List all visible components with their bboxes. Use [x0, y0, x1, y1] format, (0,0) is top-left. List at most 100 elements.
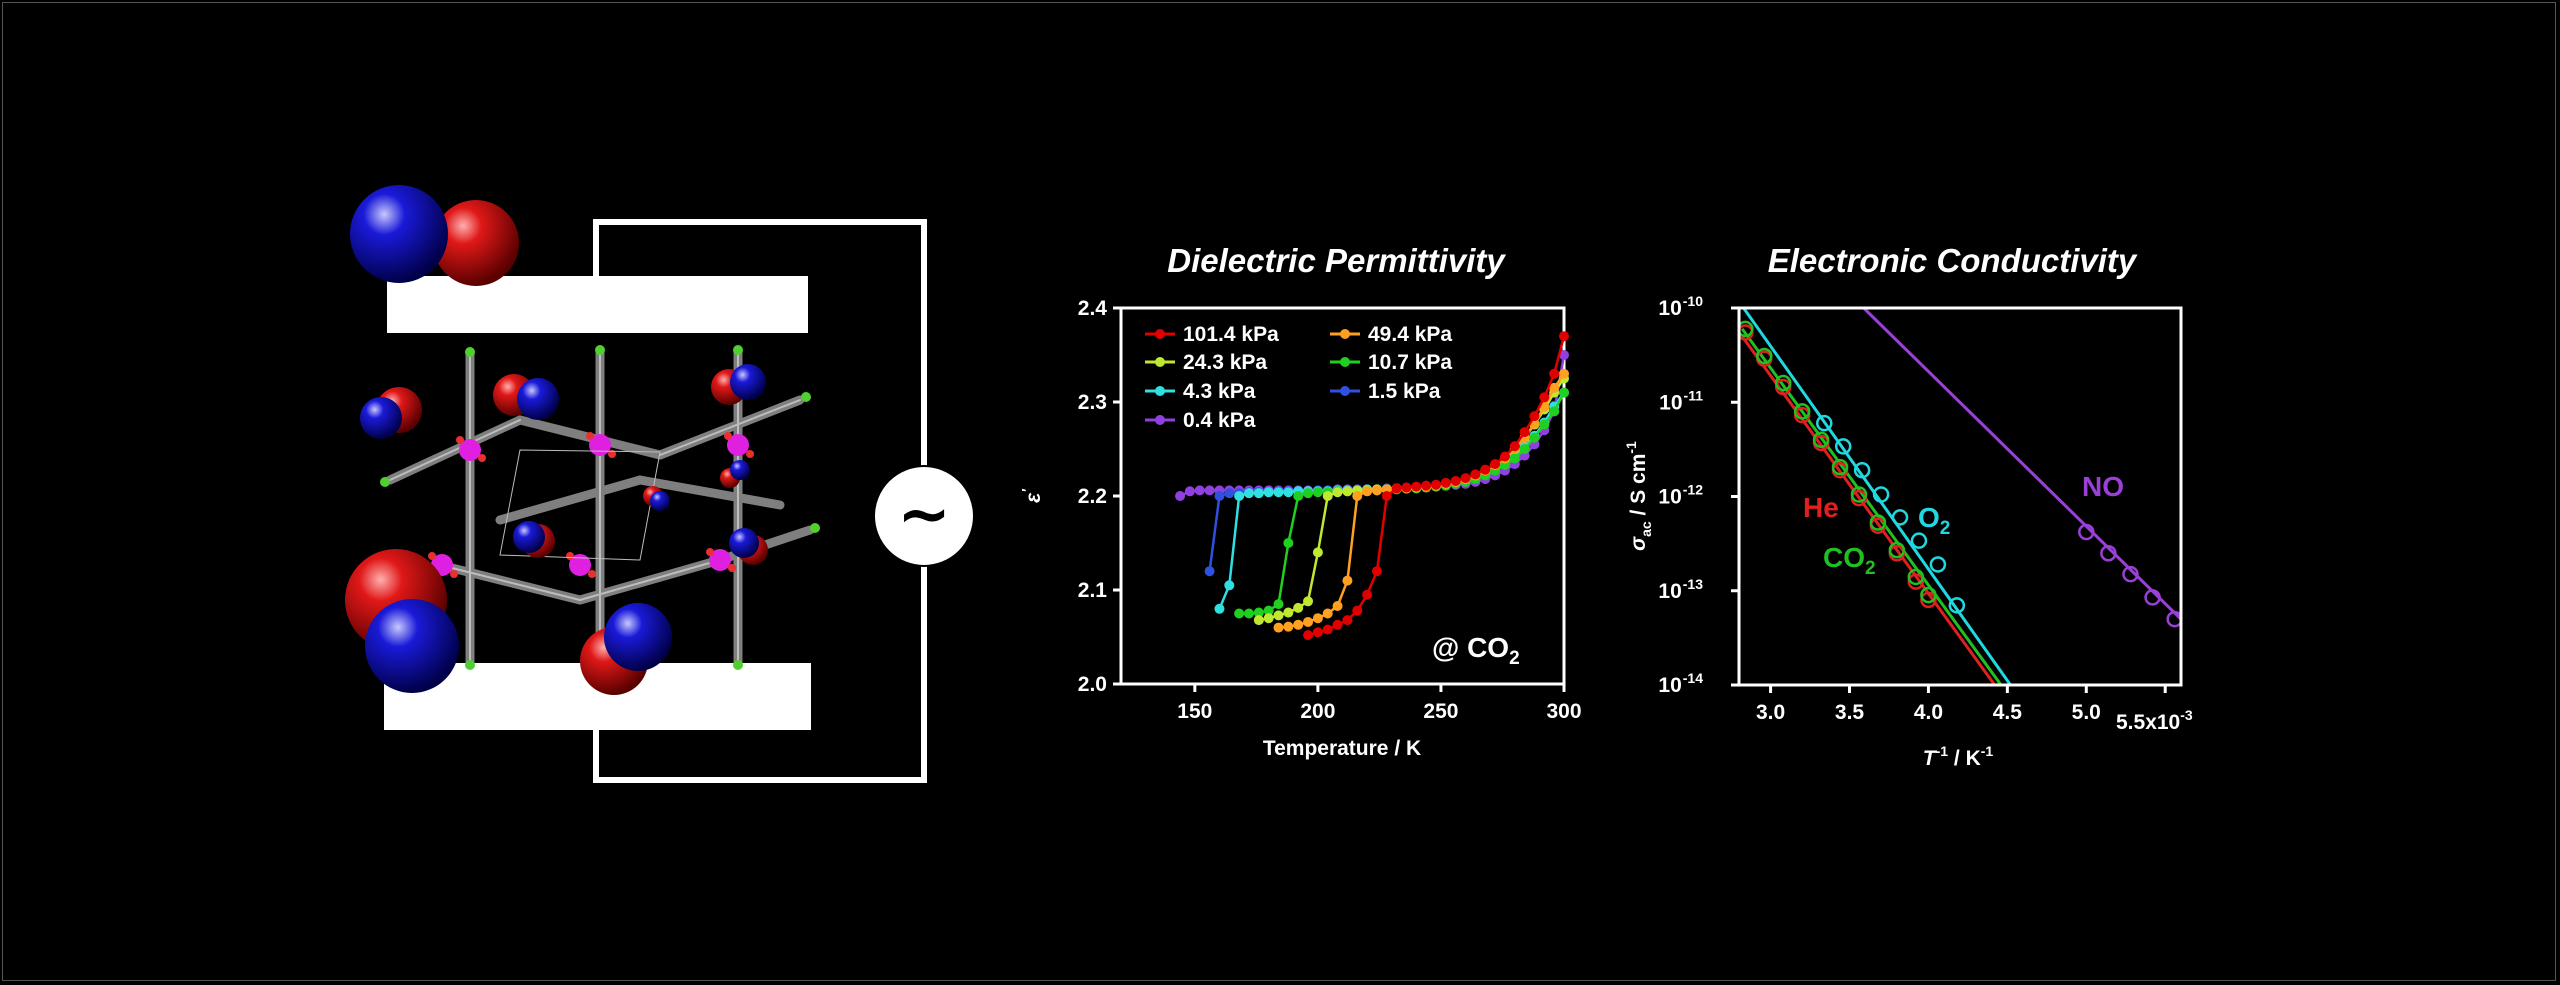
- chart1-data-point: [1559, 331, 1569, 342]
- chart2-data-point: [2122, 565, 2139, 583]
- legend-label: 10.7 kPa: [1368, 351, 1452, 374]
- chart1-data-point: [1539, 419, 1550, 430]
- chart2-data-point: [1756, 347, 1773, 365]
- chart2-data-point: [1920, 586, 1937, 604]
- chart2-ylabel: σac / S cm-1: [1623, 441, 1654, 551]
- chart2-data-point: [2166, 610, 2181, 628]
- chart1-xtick-label: 300: [1546, 700, 1581, 723]
- chart1-xtick-label: 150: [1177, 700, 1212, 723]
- chart1-data-point: [1332, 487, 1343, 498]
- chart2-data-point: [1834, 438, 1852, 455]
- chart1-series-line: [1239, 392, 1566, 615]
- chart2-data-point: [2144, 589, 2161, 606]
- chart1-data-point: [1342, 486, 1353, 497]
- chart2-data-point: [1910, 532, 1928, 549]
- chart1-data-point: [1303, 596, 1314, 607]
- chart1-data-point: [1204, 485, 1215, 496]
- chart2-data-point: [1793, 403, 1811, 420]
- no-molecule-large-top: [350, 185, 519, 286]
- chart2-data-point: [1888, 541, 1906, 559]
- dielectric-permittivity-chart: Dielectric Permittivity 150 200 250 300 2.0 2…: [1019, 242, 1582, 760]
- chart2-data-point: [1853, 461, 1871, 479]
- chart1-data-point: [1303, 616, 1314, 627]
- chart2-series-label: CO2: [1823, 542, 1876, 579]
- legend-label: 49.4 kPa: [1368, 323, 1452, 346]
- chart1-data-point: [1273, 610, 1284, 621]
- chart1-data-point: [1204, 566, 1215, 577]
- chart1-data-point: [1352, 605, 1363, 616]
- no-molecule-large-bottom-left: [345, 549, 459, 693]
- chart1-data-point: [1322, 608, 1333, 619]
- chart1-data-point: [1450, 475, 1461, 486]
- chart1-ytick-label: 2.0: [1078, 673, 1107, 696]
- legend-marker: [1155, 357, 1165, 367]
- chart2-data-point: [1920, 591, 1937, 609]
- chart1-data-point: [1549, 406, 1560, 417]
- chart1-title: Dielectric Permittivity: [1167, 242, 1506, 279]
- chart1-data-point: [1490, 459, 1501, 470]
- chart1-data-point: [1293, 619, 1304, 630]
- chart1-xtick-label: 200: [1300, 700, 1335, 723]
- no-molecule-small-3: [711, 364, 766, 405]
- chart1-data-point: [1273, 622, 1284, 633]
- chart1-data-point: [1499, 451, 1510, 462]
- chart1-data-point: [1175, 491, 1186, 501]
- chart2-data-point: [1812, 431, 1830, 449]
- legend-label: 24.3 kPa: [1183, 351, 1267, 374]
- chart1-data-point: [1362, 589, 1373, 600]
- chart1-data-point: [1362, 486, 1373, 497]
- chart1-data-point: [1342, 575, 1353, 586]
- chart2-ytick-label: 10-13: [1658, 576, 1703, 603]
- chart1-ytick-label: 2.1: [1078, 579, 1108, 602]
- chart1-data-point: [1312, 487, 1323, 498]
- chart1-series-line: [1208, 391, 1566, 572]
- chart2-data-point: [1872, 486, 1890, 503]
- chart1-data-point: [1411, 481, 1422, 492]
- chart1-data-point: [1529, 411, 1540, 422]
- chart2-xtick-label: 4.5: [1993, 701, 2023, 724]
- chart1-data-point: [1273, 487, 1284, 498]
- chart1-data-point: [1391, 483, 1402, 494]
- chart1-data-point: [1312, 613, 1323, 624]
- chart1-data-point: [1303, 630, 1314, 641]
- chart1-data-point: [1224, 580, 1235, 591]
- chart1-data-point: [1293, 602, 1304, 613]
- chart1-ytick-label: 2.2: [1078, 485, 1107, 508]
- no-molecule-small-2: [493, 374, 559, 420]
- chart1-data-point: [1559, 387, 1569, 398]
- ac-source-circle: [873, 465, 975, 567]
- chart2-data-point: [1907, 573, 1925, 590]
- chart1-data-point: [1214, 603, 1225, 614]
- chart1-data-point: [1332, 600, 1343, 611]
- chart1-data-point: [1509, 453, 1520, 464]
- legend-label: 101.4 kPa: [1183, 323, 1279, 346]
- chart1-data-point: [1529, 432, 1540, 443]
- chart2-x-scale-label: 5.5x10-3: [2116, 707, 2193, 734]
- chart1-xtick-label: 250: [1423, 700, 1458, 723]
- ac-source-symbol: ~: [897, 478, 951, 552]
- chart2-data-point: [2078, 523, 2095, 541]
- chart2-data-point: [1774, 374, 1792, 392]
- chart1-data-point: [1342, 615, 1353, 626]
- chart1-data-point: [1184, 486, 1195, 497]
- chart1-data-point: [1470, 469, 1481, 480]
- chart1-data-point: [1312, 547, 1323, 558]
- no-molecule-small-5: [643, 486, 670, 511]
- no-molecule-small-1: [360, 387, 422, 439]
- chart2-ytick-label: 10-10: [1658, 293, 1703, 320]
- top-electrode: [387, 276, 808, 333]
- chart1-data-point: [1519, 427, 1530, 438]
- chart1-data-point: [1460, 473, 1471, 484]
- chart1-data-point: [1549, 368, 1560, 379]
- chart2-xtick-label: 3.5: [1835, 701, 1865, 724]
- chart2-ytick-label: 10-12: [1658, 482, 1703, 509]
- electronic-conductivity-chart: Electronic Conductivity 3.0 3.5 4.0 4.5 5.0 1…: [1623, 242, 2193, 770]
- chart1-data-point: [1401, 482, 1412, 493]
- legend-label: 1.5 kPa: [1368, 380, 1441, 403]
- chart1-data-point: [1234, 608, 1245, 619]
- chart2-xtick-label: 3.0: [1756, 701, 1785, 724]
- chart1-data-point: [1549, 382, 1560, 393]
- chart1-data-point: [1312, 627, 1323, 638]
- chart2-data-point: [1891, 509, 1909, 526]
